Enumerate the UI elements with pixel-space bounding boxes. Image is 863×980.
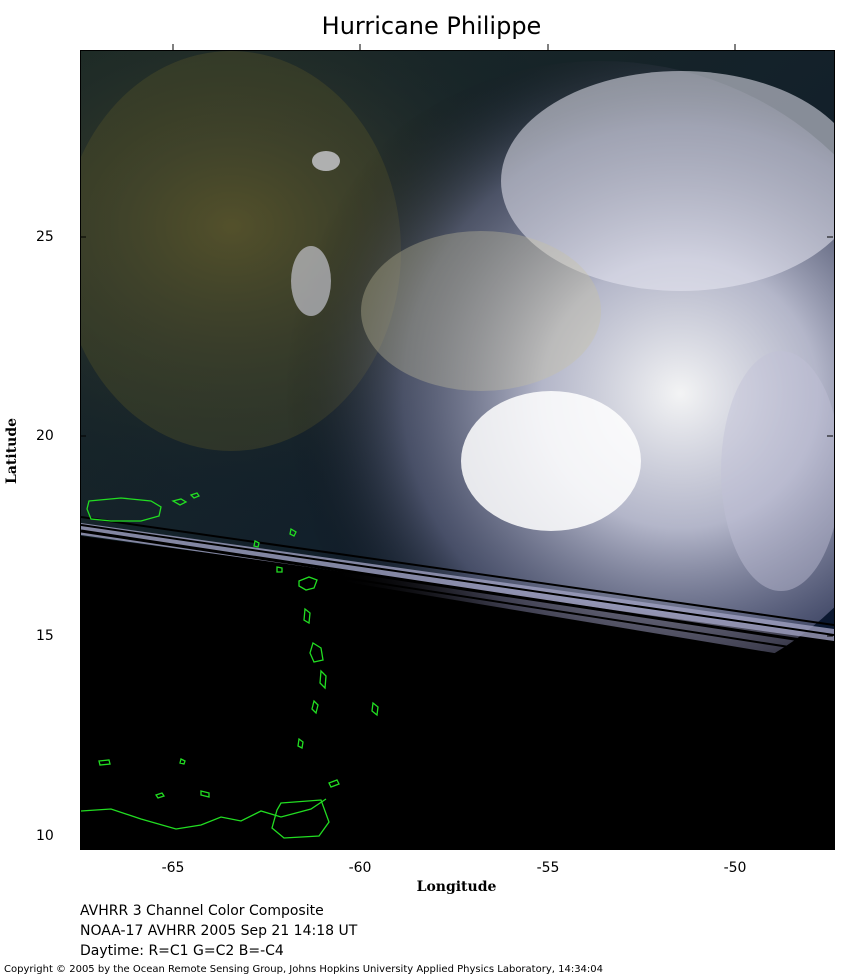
virgin-islands-coastline	[171, 492, 200, 506]
caption-line-2: NOAA-17 AVHRR 2005 Sep 21 14:18 UT	[80, 923, 358, 939]
grenadines-coastline	[297, 737, 304, 749]
y-tick-label: 15	[36, 628, 54, 644]
small-island-1	[253, 540, 260, 548]
y-tick-label: 25	[36, 229, 54, 245]
trinidad-coastline	[271, 799, 330, 839]
small-island-5	[154, 792, 166, 799]
martinique-coastline	[309, 641, 324, 663]
caption-line-3: Daytime: R=C1 G=C2 B=-C4	[80, 943, 284, 959]
x-tick-label: -50	[723, 860, 747, 876]
small-island-3	[289, 527, 297, 537]
coastlines	[81, 492, 379, 839]
y-tick-label: 10	[36, 828, 54, 844]
imaged-region	[81, 51, 834, 701]
small-island-6	[200, 790, 210, 798]
copyright-notice: Copyright © 2005 by the Ocean Remote Sen…	[4, 964, 604, 975]
y-tick-label: 20	[36, 428, 54, 444]
barbados-coastline	[371, 701, 379, 717]
st-lucia-coastline	[319, 669, 327, 690]
venezuela-coastline	[81, 798, 327, 830]
no-data-region	[81, 538, 834, 849]
caption-line-1: AVHRR 3 Channel Color Composite	[80, 903, 324, 919]
tobago-coastline	[328, 779, 340, 788]
x-tick-label: -60	[348, 860, 372, 876]
guadeloupe-coastline	[298, 576, 318, 591]
y-axis-label: Latitude	[4, 417, 20, 484]
st-vincent-coastline	[311, 699, 319, 715]
map-title: Hurricane Philippe	[321, 12, 542, 40]
puerto-rico-coastline	[86, 497, 162, 522]
small-island-2	[276, 566, 283, 573]
dominica-coastline	[303, 607, 311, 625]
small-island-4	[98, 759, 111, 766]
x-tick-label: -55	[536, 860, 560, 876]
satellite-map	[80, 50, 835, 850]
x-axis-label: Longitude	[416, 879, 497, 895]
small-island-7	[179, 758, 186, 765]
satellite-image	[81, 51, 834, 849]
x-tick-label: -65	[161, 860, 185, 876]
swath-edge-stripes	[81, 516, 834, 655]
